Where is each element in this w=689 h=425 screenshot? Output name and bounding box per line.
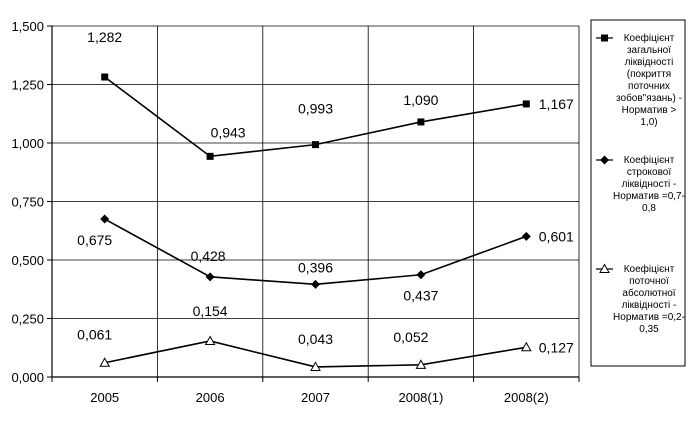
square-marker (206, 152, 214, 160)
data-labels: 1,282 0,943 0,993 1,090 1,167 0,675 0,428 0,396… (77, 29, 574, 355)
y-tick-label: 1,500 (11, 19, 44, 34)
legend-entry-text: поточних (628, 81, 670, 92)
legend: Коефіцієнтзагальноїліквідності(покриттяп… (590, 19, 686, 367)
diamond-marker (100, 214, 110, 224)
square-marker (312, 141, 319, 149)
y-tick-label: 0,750 (11, 195, 44, 210)
series-2 (100, 214, 531, 289)
diamond-marker (205, 272, 215, 282)
series-1 (101, 73, 530, 160)
legend-entry-text: Коефіцієнт (624, 32, 675, 44)
data-label: 0,396 (298, 259, 333, 275)
legend-entry-text: (покриття (627, 69, 671, 80)
data-label: 1,090 (403, 92, 438, 108)
triangle-marker (310, 361, 321, 371)
data-label: 0,428 (191, 248, 226, 264)
legend-entry-text: Коефіцієнт (624, 263, 675, 275)
diamond-marker (600, 155, 609, 165)
legend-entry-text: поточної (629, 276, 669, 287)
square-marker (417, 118, 425, 126)
data-label: 0,943 (211, 124, 246, 140)
data-label: 1,167 (539, 96, 574, 112)
y-tick-label: 1,250 (11, 78, 44, 93)
legend-entry-text: Норматив =0,7- (613, 191, 685, 202)
legend-entry-text: Норматив =0,2- (613, 312, 685, 323)
legend-entry-text: зобов"язань) - (616, 92, 682, 104)
data-label: 1,282 (87, 29, 122, 45)
x-tick-label: 2008(2) (504, 390, 549, 405)
diamond-marker (521, 231, 531, 241)
legend-entry-text: строкової (627, 167, 672, 178)
data-label: 0,061 (77, 327, 112, 343)
data-label: 0,052 (393, 329, 428, 345)
series-3 (99, 335, 532, 371)
legend-box (590, 19, 686, 367)
square-marker (101, 73, 109, 81)
data-label: 0,437 (403, 288, 438, 304)
y-tick-label: 0,500 (11, 253, 44, 268)
data-label: 0,127 (539, 339, 574, 355)
legend-entry-text: Коефіцієнт (624, 154, 675, 166)
triangle-marker (415, 359, 427, 369)
diamond-marker (311, 279, 320, 289)
y-tick-label: 1,000 (11, 136, 44, 151)
diamond-marker (416, 270, 426, 280)
legend-entry-text: Норматив > (622, 105, 677, 116)
data-label: 0,601 (539, 228, 574, 244)
legend-entry-text: загальної (627, 45, 671, 56)
y-tick-label: 0,250 (11, 312, 44, 327)
square-marker (601, 34, 608, 42)
y-tick-label: 0,000 (11, 370, 44, 385)
data-label: 0,675 (77, 232, 112, 248)
legend-entry-text: абсолютної (622, 287, 675, 299)
legend-entry-text: 1,0) (640, 117, 657, 128)
data-label: 0,993 (298, 101, 333, 117)
legend-entry-text: 0,35 (639, 324, 659, 335)
square-marker (522, 100, 530, 108)
series-layer (99, 73, 532, 371)
x-tick-label: 2006 (196, 390, 225, 405)
axes: 0,000 0,250 0,500 0,750 1,000 1,250 1,500 2005 2… (11, 19, 580, 405)
legend-entry-text: ліквідності - (622, 179, 677, 190)
x-tick-label: 2008(1) (398, 390, 443, 405)
legend-entry-text: 0,8 (642, 203, 656, 214)
data-label: 0,043 (298, 331, 333, 347)
data-label: 0,154 (193, 303, 228, 319)
x-tick-label: 2007 (301, 390, 330, 405)
triangle-marker (599, 263, 610, 273)
legend-entry-text: ліквідності - (622, 300, 677, 311)
triangle-marker (204, 335, 216, 345)
triangle-marker (520, 341, 532, 352)
triangle-marker (99, 357, 111, 367)
x-tick-label: 2005 (90, 390, 119, 405)
legend-entry-text: ліквідності (625, 57, 674, 68)
gridlines (51, 25, 580, 377)
